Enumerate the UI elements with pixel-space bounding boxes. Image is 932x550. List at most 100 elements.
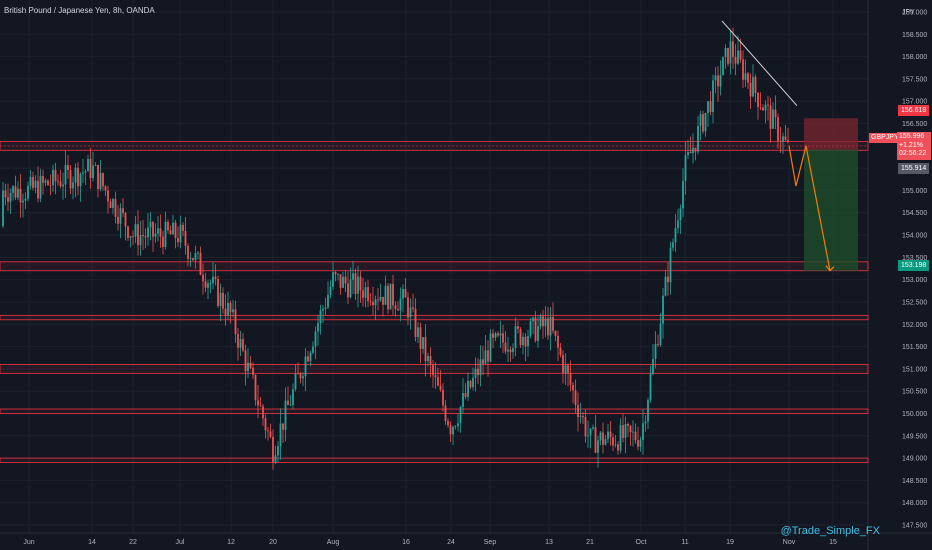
candle-body: [614, 444, 617, 446]
candle-body: [387, 285, 389, 310]
candle-body: [257, 400, 259, 406]
candle-body: [404, 289, 407, 298]
candle-body: [662, 295, 664, 324]
candle-body: [409, 307, 412, 318]
candle-body: [734, 56, 737, 64]
candle-body: [444, 405, 447, 421]
candle-body: [332, 272, 334, 287]
symbol-tag: GBPJPY: [869, 133, 901, 143]
candle-body: [152, 221, 154, 237]
candle-body: [702, 114, 704, 132]
candle-body: [489, 333, 492, 362]
candle-body: [212, 276, 214, 284]
candle-body: [299, 373, 302, 379]
candle-body: [32, 176, 34, 188]
x-tick-label: 22: [129, 539, 137, 546]
candle-body: [697, 126, 699, 152]
x-tick-label: 13: [545, 539, 553, 546]
candle-body: [419, 327, 422, 349]
candle-body: [239, 339, 242, 348]
candle-body: [174, 222, 177, 239]
candle-body: [639, 439, 642, 447]
candle-body: [164, 221, 167, 248]
x-tick-label: 11: [681, 539, 688, 546]
candle-body: [347, 283, 349, 298]
candle-body: [37, 180, 39, 199]
candle-body: [417, 327, 419, 338]
candle-body: [67, 164, 69, 171]
candle-body: [344, 276, 347, 284]
candle-body: [454, 426, 457, 428]
candle-body: [509, 349, 512, 353]
candle-body: [669, 247, 672, 283]
y-tick-label: 150.500: [902, 389, 927, 396]
candle-body: [547, 318, 549, 336]
projection-arrowhead: [825, 265, 835, 272]
candle-body: [384, 285, 387, 305]
candle-body: [272, 436, 274, 463]
candle-body: [692, 147, 694, 154]
candle-body: [84, 171, 87, 173]
candle-body: [739, 50, 742, 60]
candle-body: [707, 101, 709, 113]
candle-body: [229, 302, 232, 313]
candle-body: [597, 440, 599, 453]
candle-body: [764, 104, 767, 111]
candle-body: [462, 393, 464, 408]
author-watermark: @Trade_Simple_FX: [780, 525, 880, 537]
candle-body: [264, 418, 267, 431]
candle-body: [77, 167, 79, 187]
candle-body: [54, 169, 57, 182]
candle-body: [647, 399, 649, 422]
candle-body: [187, 245, 189, 259]
candle-body: [542, 316, 544, 327]
last-price-box: 155.996 +1.21% 02:56:22: [897, 132, 931, 160]
candle-body: [107, 190, 109, 202]
candle-body: [139, 235, 142, 246]
candle-body: [282, 423, 284, 430]
candle-body: [582, 415, 584, 418]
candle-body: [247, 362, 249, 372]
candle-body: [612, 437, 614, 446]
candle-body: [402, 289, 404, 299]
candle-body: [607, 431, 609, 440]
candle-body: [364, 287, 367, 298]
x-tick-label: Jun: [23, 539, 34, 546]
candle-body: [712, 80, 714, 112]
candle-body: [104, 186, 107, 191]
candle-body: [497, 333, 499, 336]
candle-body: [19, 188, 22, 203]
candle-body: [12, 186, 14, 193]
sr-zone: [0, 457, 869, 463]
candle-body: [289, 404, 292, 406]
y-tick-label: 157.500: [902, 76, 927, 83]
candle-body: [147, 227, 149, 238]
candle-body: [52, 169, 54, 186]
candle-body: [532, 317, 534, 322]
candle-body: [89, 158, 92, 178]
candle-body: [124, 212, 127, 227]
short-position-tool: [0, 118, 868, 271]
candle-body: [349, 279, 352, 298]
candle-body: [317, 323, 319, 332]
candle-body: [767, 104, 769, 106]
candle-body: [382, 296, 384, 305]
candle-body: [484, 350, 487, 364]
stop-loss-zone: [804, 118, 858, 150]
candle-body: [82, 172, 84, 174]
candle-body: [524, 336, 527, 347]
candle-body: [487, 350, 489, 362]
candle-body: [357, 276, 359, 294]
candle-body: [554, 330, 557, 336]
candle-body: [654, 344, 657, 359]
candle-body: [287, 400, 289, 405]
y-tick-label: 148.500: [902, 478, 927, 485]
candle-body: [784, 136, 787, 140]
candle-body: [167, 221, 169, 231]
candle-body: [102, 173, 104, 187]
candle-body: [787, 139, 789, 142]
candle-body: [134, 224, 137, 237]
candle-body: [762, 107, 764, 111]
